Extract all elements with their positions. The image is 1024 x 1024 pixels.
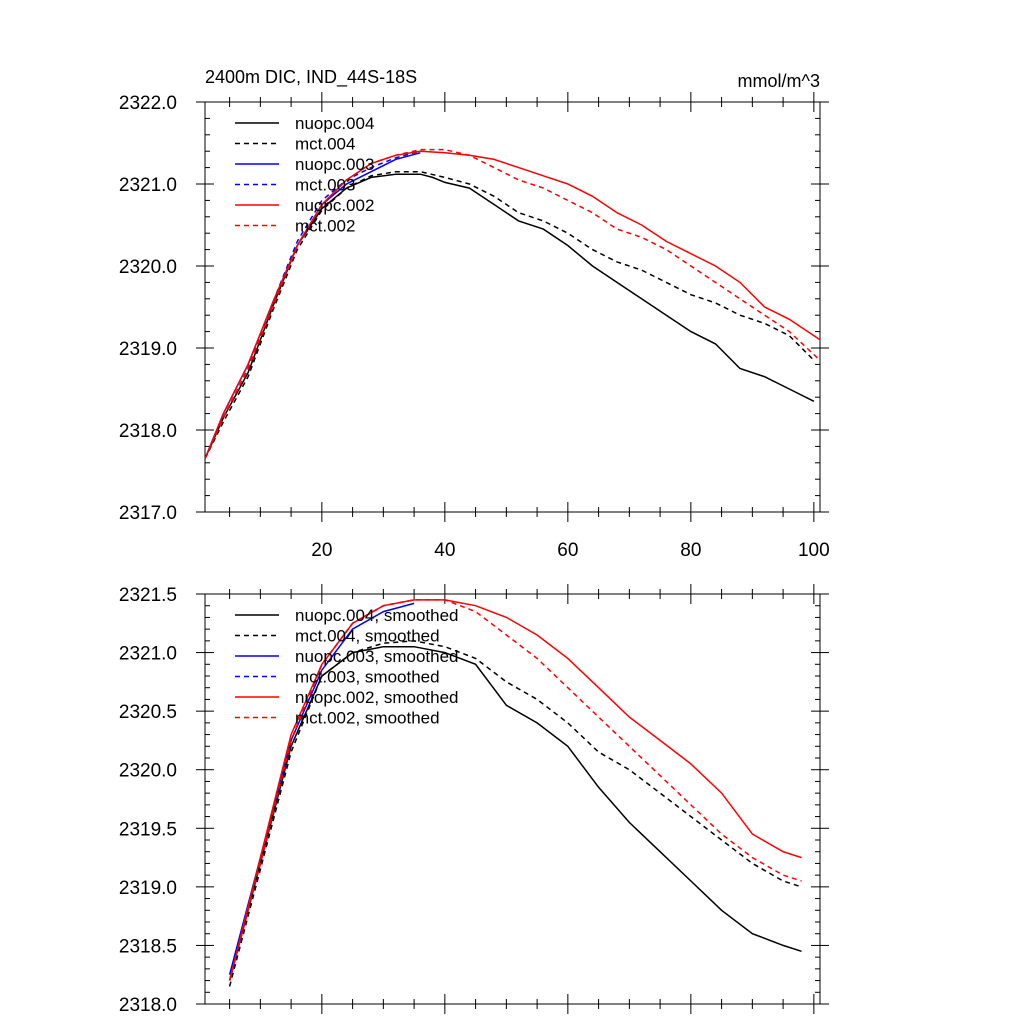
- legend-label: nuopc.004, smoothed: [295, 606, 459, 625]
- plot-frame: [204, 101, 821, 513]
- y-tick-label: 2318.5: [119, 936, 177, 957]
- chart-title: 2400m DIC, IND_44S-18S: [205, 67, 417, 88]
- y-tick-label: 2320.5: [119, 702, 177, 723]
- x-tick-label: 100: [798, 540, 830, 561]
- y-tick-label: 2321.0: [119, 644, 177, 665]
- legend-label: nuopc.002, smoothed: [295, 688, 459, 707]
- legend-label: mct.002, smoothed: [295, 709, 440, 728]
- legend-label: mct.004: [295, 135, 355, 154]
- units-label: mmol/m^3: [738, 71, 820, 91]
- legend-label: nuopc.003, smoothed: [295, 647, 459, 666]
- series-line-mct-002-smoothed: [228, 599, 802, 981]
- y-tick-label: 2317.0: [119, 503, 177, 524]
- x-tick-label: 20: [311, 540, 332, 561]
- plot-frame: [204, 593, 821, 1005]
- y-tick-label: 2321.0: [119, 175, 177, 196]
- y-tick-label: 2319.0: [119, 339, 177, 360]
- y-tick-label: 2320.0: [119, 761, 177, 782]
- x-tick-label: 40: [434, 540, 455, 561]
- y-tick-label: 2321.5: [119, 585, 177, 606]
- legend-label: mct.003: [295, 176, 355, 195]
- series-line-nuopc-004-smoothed: [228, 645, 802, 981]
- legend-label: mct.004, smoothed: [295, 627, 440, 646]
- y-tick-label: 2319.5: [119, 819, 177, 840]
- bottom-panel: 2318.0 2318.5 2319.0 2319.5 2320.0 2320.5 2321…: [119, 584, 829, 1016]
- x-tick-label: 60: [557, 540, 578, 561]
- y-tick-label: 2318.0: [119, 421, 177, 442]
- series-line-nuopc-002: [205, 150, 820, 459]
- legend-label: mct.003, smoothed: [295, 668, 440, 687]
- legend-label: nuopc.004: [295, 114, 374, 133]
- y-tick-label: 2318.0: [119, 995, 177, 1016]
- legend-label: nuopc.002: [295, 196, 374, 215]
- series-line-mct-002: [205, 148, 820, 460]
- y-tick-label: 2319.0: [119, 878, 177, 899]
- series-line-mct-004: [205, 170, 815, 460]
- top-panel: 2317.0 2318.0 2319.0 2320.0 2321.0 2322.0 20 40…: [119, 67, 830, 561]
- y-tick-label: 2322.0: [119, 93, 177, 114]
- x-tick-label: 80: [680, 540, 701, 561]
- y-tick-label: 2320.0: [119, 257, 177, 278]
- series-line-nuopc-002-smoothed: [228, 599, 802, 981]
- legend-label: nuopc.003: [295, 155, 374, 174]
- legend-label: mct.002: [295, 217, 355, 236]
